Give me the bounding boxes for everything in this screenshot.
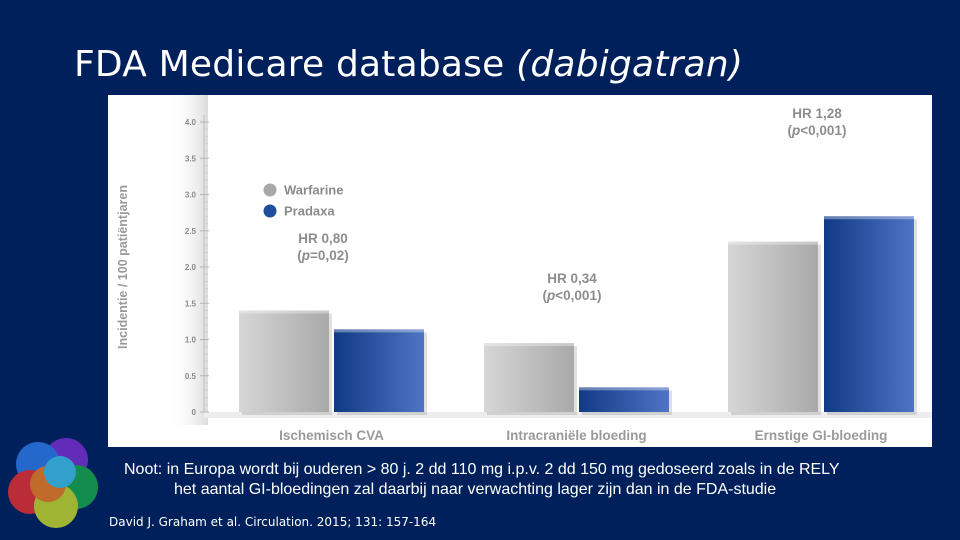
hazard-ratio-label: HR 1,28 xyxy=(792,106,842,121)
legend-label-warfarine: Warfarine xyxy=(284,183,343,198)
bar-pradaxa-2 xyxy=(579,387,672,415)
category-label: Ernstige GI-bloeding xyxy=(755,428,888,443)
bar-warfarine-2 xyxy=(484,343,577,415)
y-tick-label: 1.0 xyxy=(185,336,197,345)
plot-floor xyxy=(204,412,932,418)
y-tick-label: 3.0 xyxy=(185,191,197,200)
bar-highlight xyxy=(579,387,669,391)
y-tick-label: 1.5 xyxy=(185,299,197,308)
bar-highlight xyxy=(824,216,914,220)
bar-face xyxy=(728,241,818,412)
bar-pradaxa-1 xyxy=(334,329,427,415)
footnote: Noot: in Europa wordt bij ouderen > 80 j… xyxy=(124,460,934,500)
bar-highlight xyxy=(334,329,424,333)
y-tick-label: 2.0 xyxy=(185,263,197,272)
legend-marker-warfarine xyxy=(263,183,277,197)
bar-warfarine-1 xyxy=(239,310,332,415)
plot-side-wall xyxy=(168,95,208,425)
category-label: Intracraniële bloeding xyxy=(506,428,646,443)
y-tick-label: 4.0 xyxy=(185,118,197,127)
bar-face xyxy=(484,343,574,412)
hazard-ratio-label: HR 0,80 xyxy=(298,231,348,246)
bar-face xyxy=(334,329,424,412)
overlapping-circles-logo-icon xyxy=(8,438,98,528)
bar-chart: 0 0.5 1.0 1.5 2.0 2.5 3.0 3.5 4.0 Incidentie / 10… xyxy=(116,95,932,447)
bar-highlight xyxy=(484,343,574,347)
y-tick-label: 2.5 xyxy=(185,227,197,236)
p-value-label: (p<0,001) xyxy=(788,123,847,138)
bar-face xyxy=(824,216,914,412)
slide-title: FDA Medicare database (dabigatran) xyxy=(74,44,743,85)
bar-pradaxa-3 xyxy=(824,216,917,415)
footnote-line-2: het aantal GI-bloedingen zal daarbij naa… xyxy=(174,481,777,498)
y-axis-title: Incidentie / 100 patiëntjaren xyxy=(116,185,130,349)
y-tick-label: 0 xyxy=(192,408,197,417)
slide-title-main: FDA Medicare database xyxy=(74,44,517,85)
bar-face xyxy=(579,387,669,412)
p-value-label: (p<0,001) xyxy=(543,288,602,303)
citation: David J. Graham et al. Circulation. 2015… xyxy=(109,515,437,529)
slide-title-italic: (dabigatran) xyxy=(516,44,744,85)
bar-highlight xyxy=(728,241,818,245)
bar-face xyxy=(239,310,329,412)
bar-warfarine-3 xyxy=(728,241,821,415)
hazard-ratio-label: HR 0,34 xyxy=(547,271,597,286)
y-tick-label: 0.5 xyxy=(185,372,197,381)
bar-highlight xyxy=(239,310,329,314)
y-tick-label: 3.5 xyxy=(185,154,197,163)
bar-chart-panel: 0 0.5 1.0 1.5 2.0 2.5 3.0 3.5 4.0 Incidentie / 10… xyxy=(108,95,932,447)
p-value-label: (p=0,02) xyxy=(297,248,348,263)
legend-label-pradaxa: Pradaxa xyxy=(284,204,335,219)
footnote-line-1: Noot: in Europa wordt bij ouderen > 80 j… xyxy=(124,461,840,478)
category-label: Ischemisch CVA xyxy=(279,428,384,443)
legend-marker-pradaxa xyxy=(263,204,277,218)
